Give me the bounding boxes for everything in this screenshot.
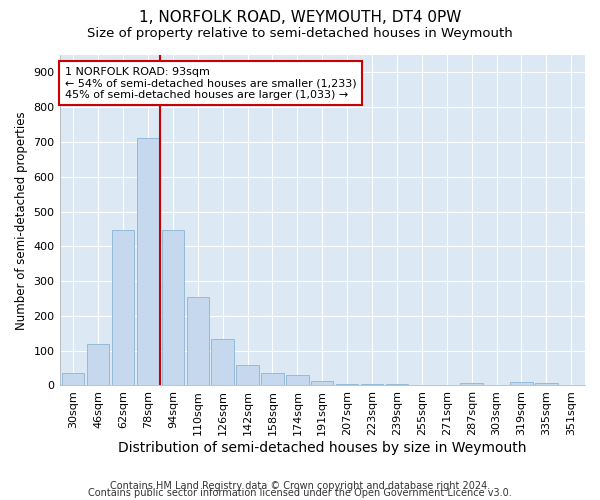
Text: Contains HM Land Registry data © Crown copyright and database right 2024.: Contains HM Land Registry data © Crown c… xyxy=(110,481,490,491)
Bar xyxy=(510,382,533,386)
Bar xyxy=(386,384,408,386)
Bar xyxy=(137,138,159,386)
Text: 1, NORFOLK ROAD, WEYMOUTH, DT4 0PW: 1, NORFOLK ROAD, WEYMOUTH, DT4 0PW xyxy=(139,10,461,25)
Bar xyxy=(62,374,85,386)
Bar xyxy=(236,366,259,386)
Bar xyxy=(112,230,134,386)
Bar xyxy=(460,382,483,386)
Bar xyxy=(311,382,334,386)
Y-axis label: Number of semi-detached properties: Number of semi-detached properties xyxy=(15,111,28,330)
Bar xyxy=(336,384,358,386)
X-axis label: Distribution of semi-detached houses by size in Weymouth: Distribution of semi-detached houses by … xyxy=(118,441,527,455)
Text: 1 NORFOLK ROAD: 93sqm
← 54% of semi-detached houses are smaller (1,233)
45% of s: 1 NORFOLK ROAD: 93sqm ← 54% of semi-deta… xyxy=(65,66,356,100)
Bar xyxy=(187,297,209,386)
Bar xyxy=(161,230,184,386)
Bar xyxy=(87,344,109,386)
Bar xyxy=(211,339,234,386)
Bar xyxy=(535,383,557,386)
Bar xyxy=(261,372,284,386)
Text: Contains public sector information licensed under the Open Government Licence v3: Contains public sector information licen… xyxy=(88,488,512,498)
Bar xyxy=(286,375,308,386)
Bar xyxy=(410,385,433,386)
Bar xyxy=(361,384,383,386)
Text: Size of property relative to semi-detached houses in Weymouth: Size of property relative to semi-detach… xyxy=(87,28,513,40)
